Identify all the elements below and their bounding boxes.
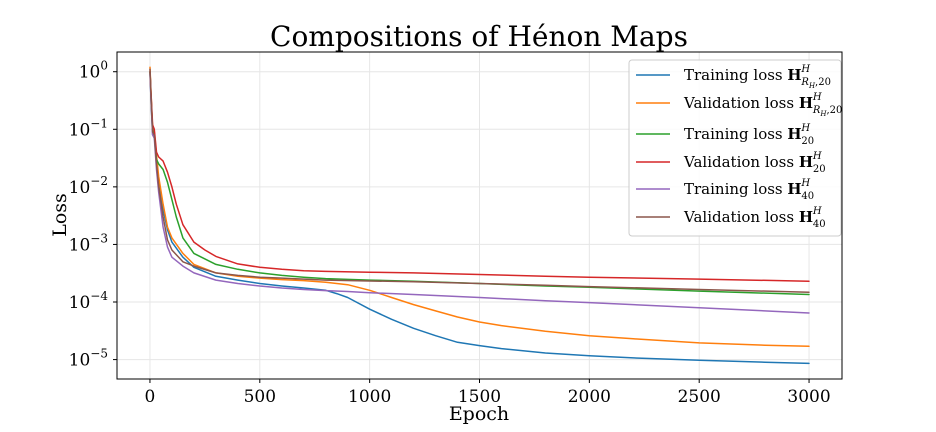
legend-subsubscript: H: [819, 110, 827, 118]
legend-symbol: H: [787, 180, 801, 198]
y-tick-label: 100: [79, 59, 108, 83]
axis-ticks: 0 500 1000 1500 2000 2500 300010−510−410−310−2…: [69, 59, 831, 407]
y-tick-label: 10−2: [69, 174, 108, 198]
legend-subscript: 20: [813, 164, 826, 175]
y-tick-label: 10−3: [69, 231, 108, 255]
legend-series-name: Training loss: [684, 66, 787, 84]
legend-series-name: Validation loss: [683, 208, 799, 226]
x-tick-label: 3000: [787, 387, 830, 407]
legend-label-4: Validation loss H: [683, 153, 813, 171]
legend-symbol: H: [799, 208, 813, 226]
series-line-2: [149, 66, 810, 348]
legend-series-name: Validation loss: [683, 94, 799, 112]
x-tick-label: 1000: [348, 387, 391, 407]
y-tick-exponent: −2: [90, 174, 108, 188]
series-lines: [149, 66, 810, 365]
legend-series-name: Training loss: [684, 125, 787, 143]
legend-subscript-tail: ,20: [826, 105, 842, 116]
legend-superscript: H: [800, 178, 810, 189]
y-tick-exponent: −5: [90, 347, 108, 361]
legend-label-1: Training loss H: [684, 66, 802, 84]
legend-symbol: H: [799, 94, 813, 112]
legend-label-2: Validation loss H: [683, 94, 813, 112]
x-tick-label: 2000: [568, 387, 611, 407]
legend-subscript: R: [800, 77, 809, 88]
legend-subscript: 40: [801, 191, 814, 202]
x-axis-label: Epoch: [449, 403, 509, 425]
legend-superscript: H: [812, 92, 822, 103]
legend-symbol: H: [787, 125, 801, 143]
y-tick-base: 10: [69, 178, 91, 198]
y-tick-exponent: 0: [100, 59, 108, 73]
chart-title: Compositions of Hénon Maps: [270, 20, 688, 53]
legend-label-6: Validation loss H: [683, 208, 813, 226]
legend-subscript: 40: [813, 219, 826, 230]
y-tick-exponent: −1: [90, 116, 108, 130]
y-tick-label: 10−5: [69, 347, 108, 371]
legend-symbol: H: [787, 66, 801, 84]
series-line-6: [149, 68, 810, 293]
legend-superscript: H: [800, 123, 810, 134]
y-tick-base: 10: [79, 63, 101, 83]
x-tick-label: 1500: [458, 387, 501, 407]
series-line-4: [149, 70, 810, 282]
legend-label-3: Training loss H: [684, 125, 802, 143]
legend-series-name: Training loss: [684, 180, 787, 198]
legend-superscript: H: [812, 151, 822, 162]
x-tick-label: 2500: [678, 387, 721, 407]
y-tick-label: 10−1: [69, 116, 108, 140]
x-tick-label: 0: [145, 387, 156, 407]
legend-subscript: 20: [801, 136, 814, 147]
y-tick-base: 10: [69, 235, 91, 255]
y-tick-base: 10: [69, 120, 91, 140]
legend-subscript-tail: ,20: [815, 77, 831, 88]
y-tick-base: 10: [69, 351, 91, 371]
legend-superscript: H: [800, 64, 810, 75]
y-tick-exponent: −4: [90, 289, 108, 303]
legend-label-5: Training loss H: [684, 180, 802, 198]
legend-box: [628, 59, 842, 237]
y-tick-base: 10: [69, 293, 91, 313]
legend-subscript: R: [812, 105, 821, 116]
y-axis-label: Loss: [49, 193, 71, 237]
legend-symbol: H: [799, 153, 813, 171]
legend-superscript: H: [812, 206, 822, 217]
y-tick-label: 10−4: [69, 289, 109, 313]
x-tick-label: 500: [244, 387, 276, 407]
legend-subsubscript: H: [808, 82, 816, 90]
y-tick-exponent: −3: [90, 231, 108, 245]
legend-series-name: Validation loss: [683, 153, 799, 171]
